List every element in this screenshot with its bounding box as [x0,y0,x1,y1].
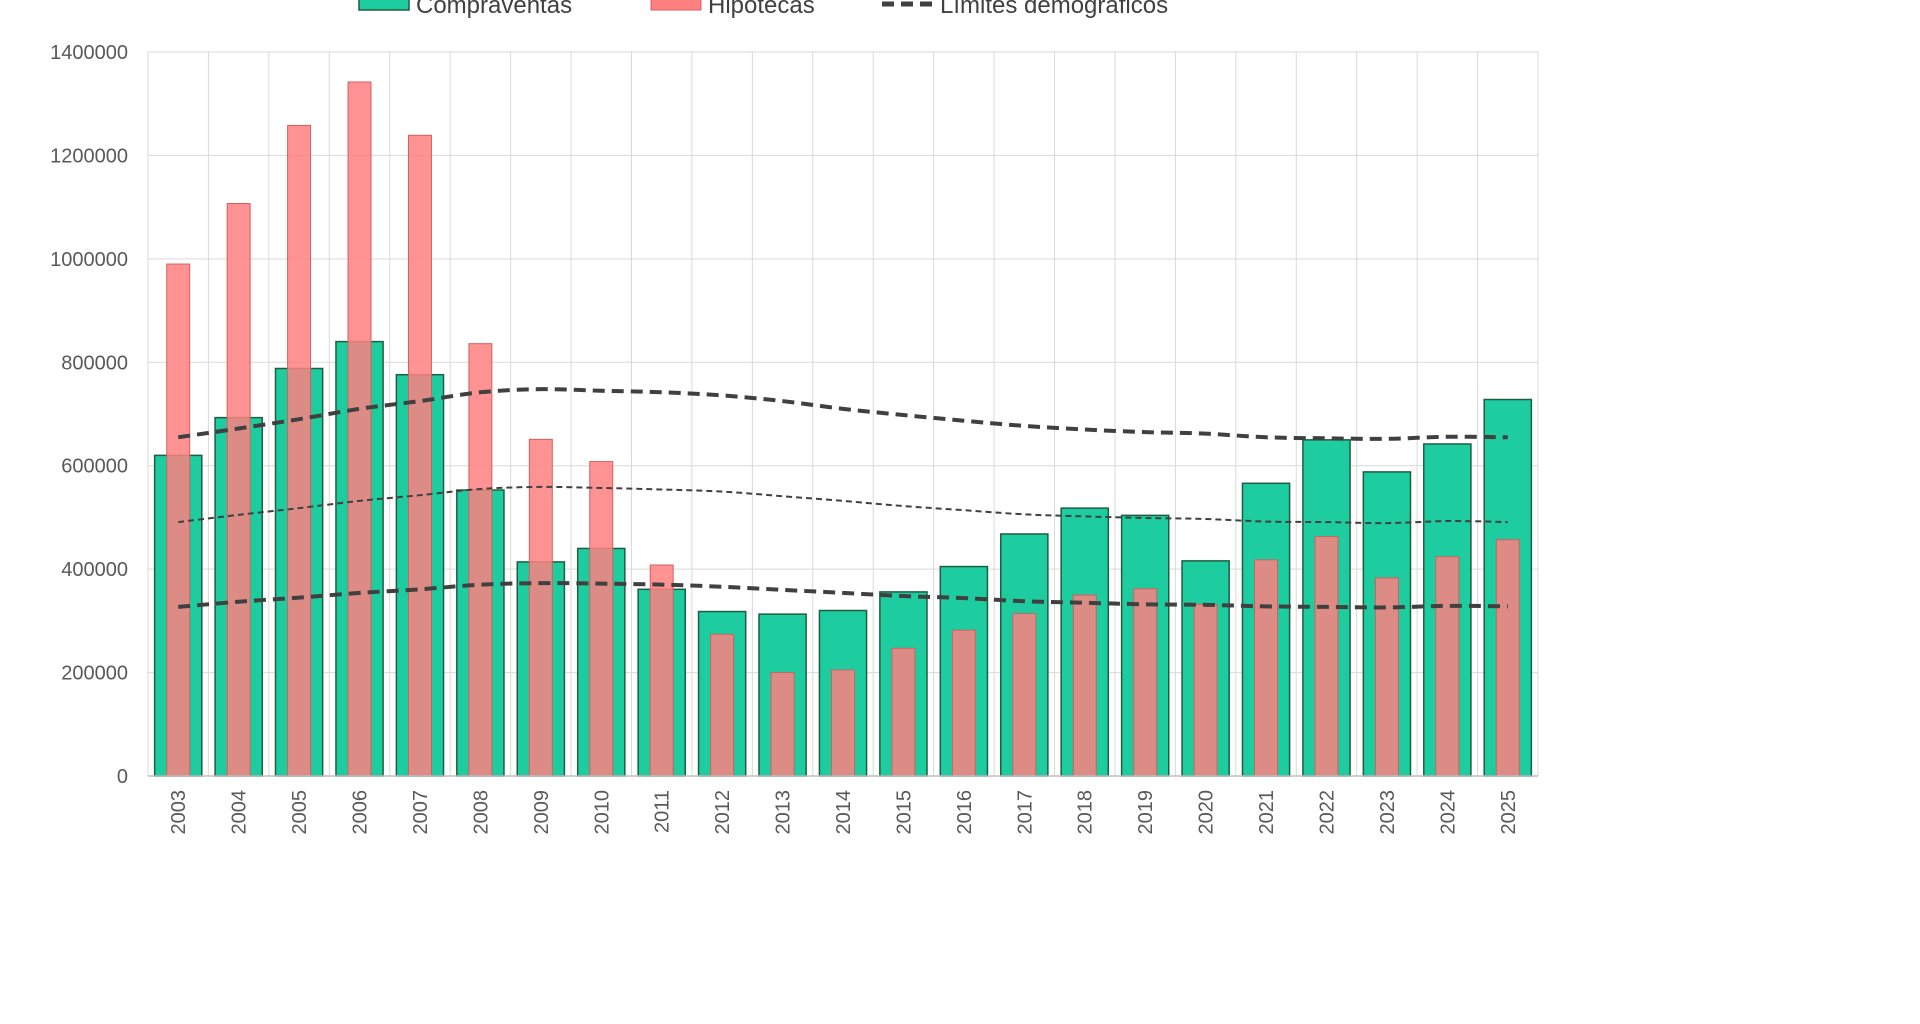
x-tick-label: 2015 [893,790,915,835]
hipotecas-bar [166,263,191,777]
upper-limit-line [177,387,1508,441]
legend-swatch-hipotecas [650,0,702,11]
legend-label-limites: Límites demográficos [940,0,1168,19]
chart: 0 200000 400000 600000 800000 1000000 1200000 1… [50,0,1539,835]
x-tick-label: 2020 [1196,790,1218,835]
lower-limit-line [178,581,1508,610]
mid-limit-line [178,485,1508,525]
demographic-lines [177,387,1508,610]
hipotecas-bar [287,124,312,777]
x-tick-label: 2005 [289,790,311,835]
legend: Compraventas Hipotecas Límites demográfico… [358,0,1168,19]
x-tick-label: 2018 [1075,790,1097,835]
legend-swatch-compraventas [358,0,410,11]
hipotecas-bar [528,438,553,777]
x-tick-label: 2007 [410,790,432,835]
x-tick-label: 2016 [954,790,976,835]
hipotecas-bar [770,672,795,777]
hipotecas-bar [891,647,916,777]
y-tick-label: 1400000 [50,42,128,64]
y-tick-label: 600000 [61,456,128,478]
x-tick-label: 2009 [531,790,553,835]
x-tick-label: 2012 [712,790,734,835]
bars [153,81,1533,777]
x-tick-label: 2025 [1498,790,1520,835]
hipotecas-bar [1435,556,1460,777]
y-tick-label: 0 [117,766,128,788]
legend-label-compraventas: Compraventas [416,0,572,19]
x-tick-label: 2010 [591,790,613,835]
hipotecas-bar [1133,588,1158,777]
hipotecas-bar [407,134,432,777]
x-tick-label: 2006 [350,790,372,835]
x-tick-label: 2024 [1437,790,1459,835]
y-tick-label: 1200000 [50,145,128,167]
y-tick-label: 400000 [61,559,128,581]
legend-label-hipotecas: Hipotecas [708,0,815,19]
x-tick-label: 2019 [1135,790,1157,835]
hipotecas-bar [468,343,493,777]
hipotecas-bar [589,461,614,777]
hipotecas-bar [649,564,674,777]
hipotecas-bar [831,669,855,777]
x-tick-label: 2003 [168,790,190,835]
hipotecas-bar [1193,603,1218,777]
hipotecas-bar [710,633,735,777]
x-tick-label: 2021 [1256,790,1278,835]
hipotecas-bar [1072,594,1097,777]
x-tick-label: 2004 [229,790,251,835]
grid-lines [147,51,1539,777]
x-tick-label: 2013 [773,790,795,835]
y-tick-label: 800000 [61,352,128,374]
hipotecas-bar [1012,613,1037,777]
hipotecas-bar [1314,536,1339,777]
y-tick-label: 1000000 [50,249,128,271]
x-tick-label: 2014 [833,790,855,835]
x-tick-label: 2023 [1377,790,1399,835]
x-tick-label: 2022 [1316,790,1338,835]
hipotecas-bar [1254,559,1279,777]
x-tick-label: 2011 [652,790,674,833]
hipotecas-bar [226,203,251,777]
axes: 0 200000 400000 600000 800000 1000000 1200000 1… [50,42,1538,835]
hipotecas-bar [951,629,976,777]
hipotecas-bar [1495,539,1520,777]
hipotecas-bar [347,81,372,777]
x-tick-label: 2017 [1014,790,1036,835]
y-tick-label: 200000 [61,663,128,685]
x-tick-label: 2008 [470,790,492,835]
